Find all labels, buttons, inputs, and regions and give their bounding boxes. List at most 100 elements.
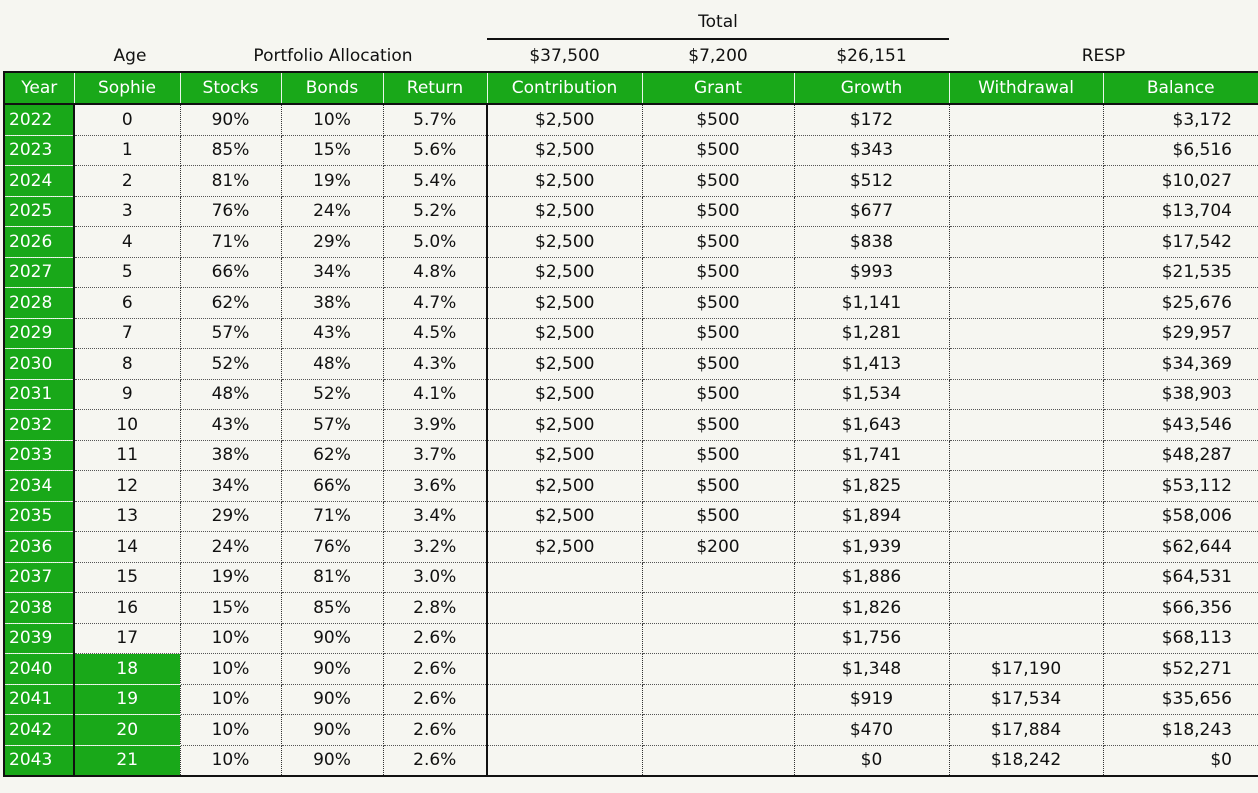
table-row: 2029 7 57% 43% 4.5% $2,500 $500 $1,281 $29,957 [4, 318, 1258, 349]
total-divider [487, 38, 949, 40]
cell-year: 2033 [4, 440, 75, 471]
cell-stocks: 10% [180, 653, 282, 685]
table-row: 2038 16 15% 85% 2.8% $1,826 $66,356 [4, 592, 1258, 624]
cell-stocks: 10% [180, 745, 282, 777]
cell-growth: $1,886 [794, 562, 950, 593]
cell-return: 2.6% [383, 623, 488, 654]
cell-grant: $500 [642, 135, 795, 166]
cell-stocks: 43% [180, 409, 282, 441]
col-bonds: Bonds [281, 72, 384, 105]
cell-balance: $17,542 [1103, 226, 1258, 258]
cell-bonds: 29% [281, 226, 384, 258]
cell-year: 2022 [4, 104, 75, 136]
table-row: 2035 13 29% 71% 3.4% $2,500 $500 $1,894 $58,006 [4, 501, 1258, 532]
col-grant: Grant [642, 72, 795, 105]
cell-stocks: 52% [180, 348, 282, 380]
cell-balance: $52,271 [1103, 653, 1258, 685]
cell-year: 2024 [4, 165, 75, 197]
cell-bonds: 24% [281, 196, 384, 227]
cell-stocks: 10% [180, 623, 282, 654]
cell-growth: $512 [794, 165, 950, 197]
table-row: 2028 6 62% 38% 4.7% $2,500 $500 $1,141 $25,676 [4, 287, 1258, 319]
cell-age: 6 [74, 287, 181, 319]
cell-balance: $43,546 [1103, 409, 1258, 441]
cell-withdrawal [949, 501, 1104, 532]
cell-grant: $200 [642, 531, 795, 563]
cell-grant [642, 623, 795, 654]
cell-grant: $500 [642, 440, 795, 471]
col-growth: Growth [794, 72, 950, 105]
cell-year: 2038 [4, 592, 75, 624]
cell-grant: $500 [642, 409, 795, 441]
cell-growth: $172 [794, 104, 950, 136]
cell-return: 3.4% [383, 501, 488, 532]
cell-withdrawal [949, 135, 1104, 166]
cell-withdrawal [949, 562, 1104, 593]
cell-growth: $470 [794, 714, 950, 746]
table-row: 2024 2 81% 19% 5.4% $2,500 $500 $512 $10,027 [4, 165, 1258, 197]
cell-year: 2029 [4, 318, 75, 349]
table-row: 2023 1 85% 15% 5.6% $2,500 $500 $343 $6,516 [4, 135, 1258, 166]
cell-age: 11 [74, 440, 181, 471]
cell-year: 2039 [4, 623, 75, 654]
cell-age: 12 [74, 470, 181, 502]
col-balance: Balance [1103, 72, 1258, 105]
cell-grant: $500 [642, 501, 795, 532]
cell-balance: $58,006 [1103, 501, 1258, 532]
cell-return: 2.6% [383, 653, 488, 685]
cell-contribution [487, 592, 643, 624]
cell-growth: $1,534 [794, 379, 950, 410]
cell-growth: $343 [794, 135, 950, 166]
cell-contribution: $2,500 [487, 440, 643, 471]
cell-bonds: 34% [281, 257, 384, 288]
cell-age: 21 [74, 745, 181, 777]
cell-age: 4 [74, 226, 181, 258]
cell-contribution [487, 684, 643, 715]
cell-balance: $10,027 [1103, 165, 1258, 197]
cell-year: 2031 [4, 379, 75, 410]
cell-return: 4.8% [383, 257, 488, 288]
cell-withdrawal [949, 623, 1104, 654]
cell-year: 2032 [4, 409, 75, 441]
table-row: 2037 15 19% 81% 3.0% $1,886 $64,531 [4, 562, 1258, 593]
cell-bonds: 90% [281, 684, 384, 715]
cell-grant: $500 [642, 318, 795, 349]
cell-age: 15 [74, 562, 181, 593]
cell-age: 13 [74, 501, 181, 532]
table-row: 2040 18 10% 90% 2.6% $1,348 $17,190 $52,271 [4, 653, 1258, 685]
total-grant: $7,200 [688, 46, 748, 66]
cell-contribution: $2,500 [487, 257, 643, 288]
cell-age: 3 [74, 196, 181, 227]
cell-return: 3.6% [383, 470, 488, 502]
cell-withdrawal: $17,534 [949, 684, 1104, 715]
table-row: 2025 3 76% 24% 5.2% $2,500 $500 $677 $13,704 [4, 196, 1258, 227]
cell-age: 1 [74, 135, 181, 166]
age-label: Age [113, 46, 147, 66]
cell-growth: $1,281 [794, 318, 950, 349]
cell-year: 2023 [4, 135, 75, 166]
cell-contribution [487, 714, 643, 746]
cell-age: 16 [74, 592, 181, 624]
cell-grant: $500 [642, 348, 795, 380]
cell-withdrawal [949, 592, 1104, 624]
table-row: 2036 14 24% 76% 3.2% $2,500 $200 $1,939 $62,644 [4, 531, 1258, 563]
resp-table: Year Sophie Stocks Bonds Return Contribu… [3, 71, 1258, 777]
cell-contribution: $2,500 [487, 501, 643, 532]
cell-bonds: 90% [281, 623, 384, 654]
total-contribution: $37,500 [529, 46, 600, 66]
table-row: 2039 17 10% 90% 2.6% $1,756 $68,113 [4, 623, 1258, 654]
cell-age: 10 [74, 409, 181, 441]
cell-balance: $21,535 [1103, 257, 1258, 288]
total-label: Total [698, 12, 738, 32]
cell-grant: $500 [642, 257, 795, 288]
table-row: 2022 0 90% 10% 5.7% $2,500 $500 $172 $3,172 [4, 104, 1258, 136]
cell-year: 2030 [4, 348, 75, 380]
cell-stocks: 66% [180, 257, 282, 288]
cell-bonds: 62% [281, 440, 384, 471]
cell-balance: $6,516 [1103, 135, 1258, 166]
cell-age: 7 [74, 318, 181, 349]
super-header-row-2: Age Portfolio Allocation $37,500 $7,200 … [0, 40, 1258, 72]
super-header-row-1: Total [0, 6, 1258, 38]
cell-grant [642, 684, 795, 715]
table-row: 2042 20 10% 90% 2.6% $470 $17,884 $18,243 [4, 714, 1258, 746]
